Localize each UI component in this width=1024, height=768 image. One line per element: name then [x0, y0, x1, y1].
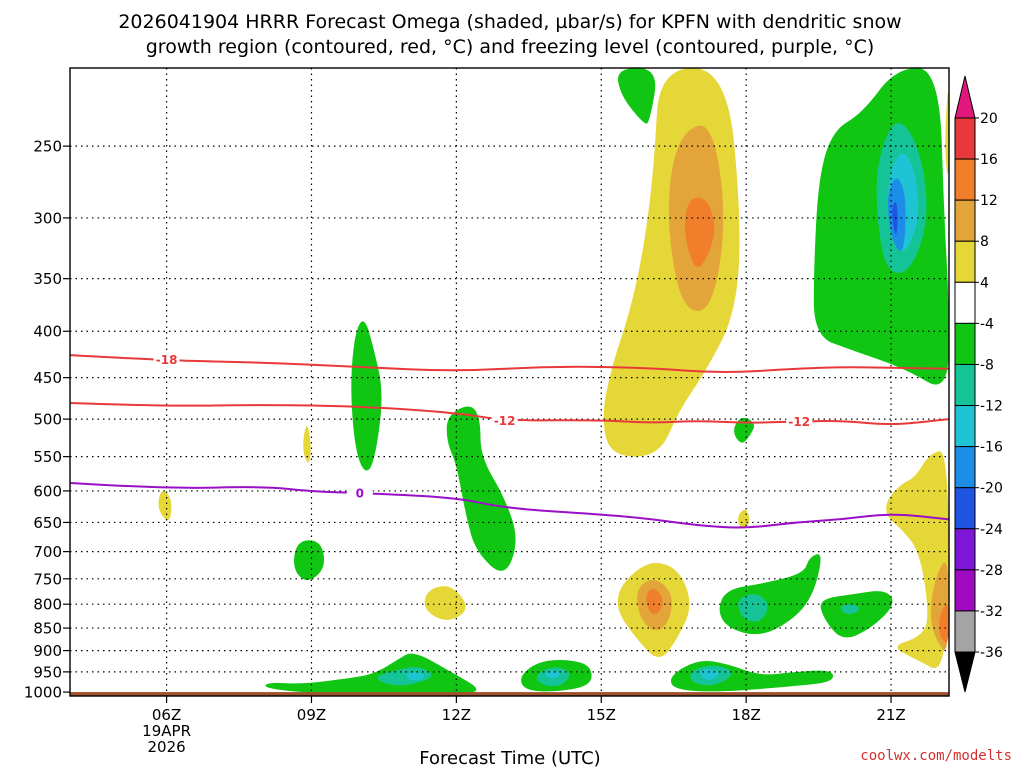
contour-label--12: -12: [494, 414, 516, 428]
y-tick-label: 900: [33, 642, 62, 660]
colorbar-tick-label: -24: [980, 522, 1003, 538]
omega-region-m20: [892, 201, 898, 235]
x-tick-label: 19APR: [142, 722, 191, 740]
omega-region-p4: [424, 586, 466, 620]
colorbar-swatch: [954, 446, 976, 489]
colorbar-tick-label: 16: [980, 152, 998, 168]
chart-title-line-1: 2026041904 HRRR Forecast Omega (shaded, …: [118, 11, 901, 33]
contour-label-bg: [346, 485, 373, 500]
colorbar-swatch: [954, 363, 976, 407]
y-tick-label: 750: [33, 570, 62, 588]
colorbar-swatch: [954, 610, 976, 653]
colorbar-tick-label: 4: [980, 275, 989, 291]
colorbar-swatch: [954, 199, 976, 242]
credit-text: coolwx.com/modelts: [860, 748, 1012, 764]
y-tick-label: 500: [33, 411, 62, 429]
omega-region-m4: [820, 591, 893, 638]
omega-region-m4: [734, 417, 754, 443]
y-tick-label: 400: [33, 323, 62, 341]
y-axis-pressure: 250 300 350 400 450 500 550 600 650 700 750 800 850 9…: [24, 138, 70, 702]
colorbar-tick-label: -36: [980, 645, 1003, 661]
x-axis-title: Forecast Time (UTC): [419, 748, 600, 768]
colorbar-tick-label: -20: [980, 481, 1003, 497]
contour-labels-layer: -18 -12 -12 0: [153, 352, 813, 500]
y-tick-label: 650: [33, 514, 62, 532]
x-tick-label: 2026: [147, 738, 185, 756]
omega-region-p4: [158, 490, 172, 521]
omega-region-m4: [446, 406, 516, 571]
omega-region-m4: [351, 321, 382, 471]
colorbar-swatch: [954, 405, 976, 448]
contour-label-0: 0: [356, 486, 364, 500]
contour-label-bg: [491, 413, 518, 428]
omega-colorbar: 20 16 12 8 4 -4 -8 -12 -16 -20 -24 -28 -32 -36: [954, 75, 1003, 693]
y-tick-label: 950: [33, 663, 62, 681]
colorbar-tick-label: -8: [980, 357, 994, 373]
ground-surface-band: [70, 692, 949, 696]
colorbar-tick-label: 8: [980, 234, 989, 250]
y-tick-label: 550: [33, 448, 62, 466]
contour-line-0: [70, 482, 949, 529]
colorbar-tick-label: 20: [980, 111, 998, 127]
x-tick-label: 15Z: [587, 706, 616, 724]
colorbar-min-arrow: [954, 651, 976, 693]
colorbar-tick-label: -32: [980, 604, 1003, 620]
contour-label--18: -18: [156, 353, 178, 367]
y-tick-label: 800: [33, 596, 62, 614]
x-tick-label: 18Z: [731, 706, 760, 724]
omega-region-p12: [685, 197, 715, 268]
y-tick-label: 1000: [24, 684, 62, 702]
x-tick-label: 06Z: [152, 706, 181, 724]
colorbar-swatch: [954, 240, 976, 283]
y-tick-label: 450: [33, 369, 62, 387]
omega-region-p12: [939, 604, 949, 643]
contour-line--12: [70, 402, 949, 426]
colorbar-tick-label: 12: [980, 193, 998, 209]
omega-region-m12: [545, 670, 561, 679]
colorbar-tick-label: -28: [980, 563, 1003, 579]
omega-region-m8: [840, 604, 860, 615]
colorbar-swatch: [954, 117, 976, 160]
x-tick-label: 12Z: [442, 706, 471, 724]
contour-line--18: [70, 354, 949, 374]
colorbar-tick-label: -4: [980, 316, 994, 332]
omega-region-p4: [303, 426, 311, 463]
omega-shading-layer: [158, 68, 949, 694]
x-tick-label: 21Z: [876, 706, 905, 724]
y-tick-label: 600: [33, 482, 62, 500]
colorbar-tick-label: -16: [980, 440, 1003, 456]
temperature-contours-layer: [70, 354, 949, 529]
y-tick-label: 300: [33, 209, 62, 227]
contour-label--12: -12: [788, 415, 810, 429]
omega-region-m12: [406, 672, 425, 681]
contour-label-bg: [153, 352, 180, 367]
contour-label-bg: [786, 414, 813, 429]
colorbar-swatch: [954, 487, 976, 530]
colorbar-swatch: [954, 569, 976, 612]
y-tick-label: 850: [33, 620, 62, 638]
chart-title-line-2: growth region (contoured, red, °C) and f…: [146, 36, 875, 58]
omega-region-m4: [265, 653, 477, 694]
colorbar-swatch: [954, 158, 976, 201]
plot-frame: [69, 67, 950, 697]
omega-region-m4: [617, 68, 656, 124]
omega-region-p4: [645, 363, 655, 401]
colorbar-swatch: [954, 528, 976, 571]
omega-region-p4: [945, 91, 949, 175]
omega-region-m8: [738, 594, 768, 622]
y-tick-label: 700: [33, 543, 62, 561]
y-tick-label: 250: [33, 138, 62, 156]
colorbar-tick-label: -12: [980, 399, 1003, 415]
omega-region-p12: [646, 588, 663, 614]
y-tick-label: 350: [33, 270, 62, 288]
colorbar-swatch: [954, 322, 976, 365]
omega-region-m4: [294, 540, 325, 581]
colorbar-swatch: [954, 281, 976, 324]
x-tick-label: 09Z: [297, 706, 326, 724]
